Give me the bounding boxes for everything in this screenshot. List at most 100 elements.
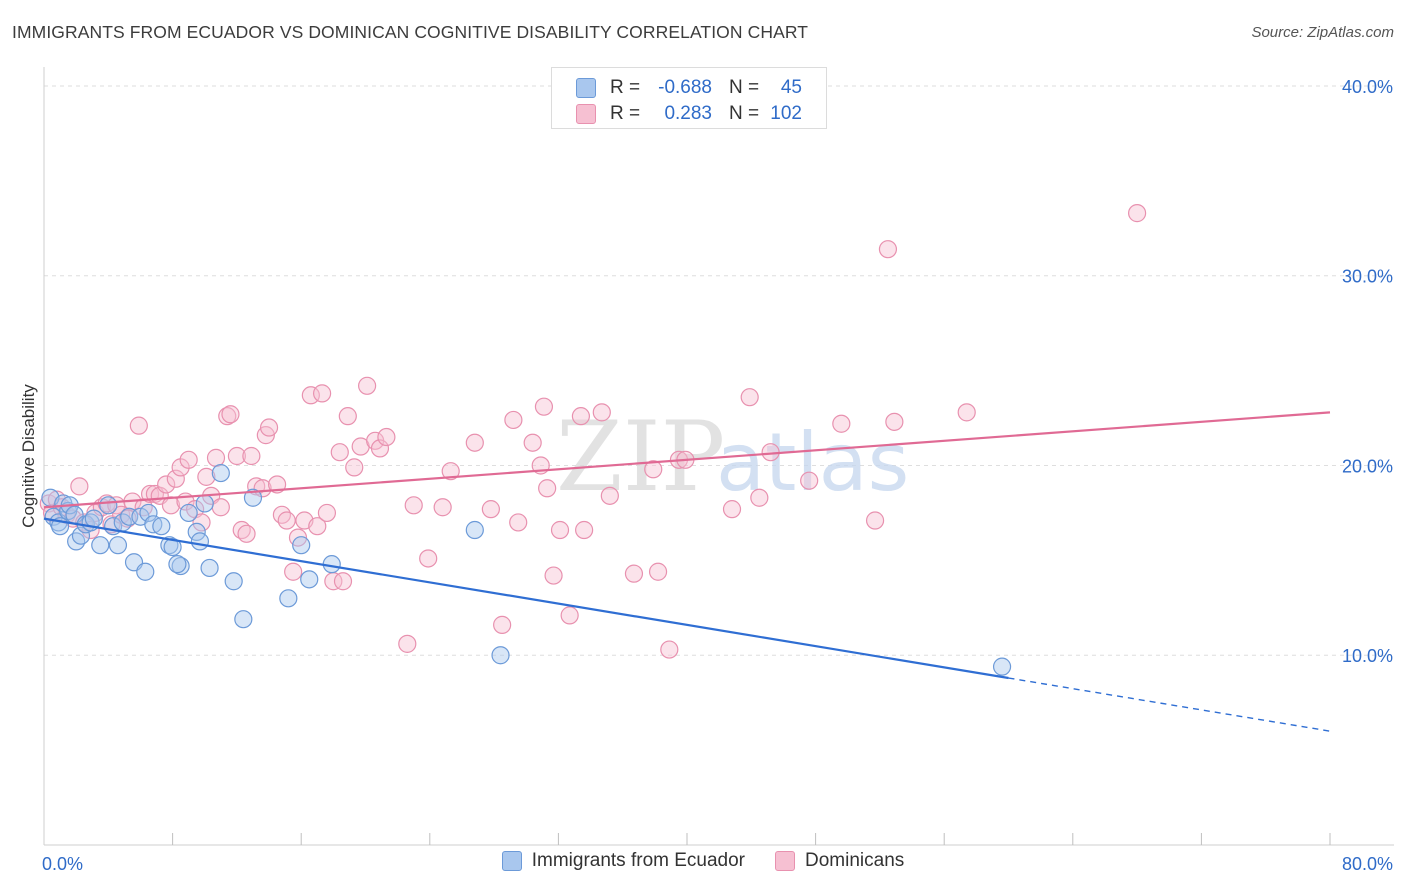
dominicans-point xyxy=(312,384,332,403)
ecuador-point xyxy=(179,503,198,523)
dominicans-point xyxy=(272,505,292,524)
ecuador-point xyxy=(992,657,1012,676)
dominicans-point xyxy=(358,376,377,395)
ecuador-point xyxy=(243,488,263,507)
stats-n-value: 45 xyxy=(780,77,802,98)
dominicans-point xyxy=(433,498,452,517)
ecuador-point xyxy=(84,509,103,528)
dominicans-point xyxy=(465,433,484,452)
ecuador-point xyxy=(71,526,91,545)
dominicans-point xyxy=(277,511,296,530)
legend-label-dominicans: Dominicans xyxy=(805,850,905,871)
ecuador-point xyxy=(136,562,155,581)
watermark: ZIP atlas xyxy=(556,401,909,513)
dominicans-point xyxy=(129,416,148,435)
y-tick-label-10: 10.0% xyxy=(1342,646,1393,666)
dominicans-point xyxy=(624,564,644,583)
dominicans-point xyxy=(206,448,226,467)
dominicans-point xyxy=(259,418,279,437)
dominicans-point xyxy=(571,407,591,426)
dominicans-trend-solid xyxy=(43,411,1331,509)
dominicans-point xyxy=(534,397,554,416)
stats-n-label: N = xyxy=(729,77,760,98)
dominicans-point xyxy=(370,439,390,458)
dominicans-point xyxy=(538,479,557,498)
x-tick-label-0: 0.0% xyxy=(42,854,83,874)
dominicans-point xyxy=(284,562,303,581)
dominicans-point xyxy=(957,403,976,422)
dominicans-point xyxy=(308,517,327,536)
source-label: Source: ZipAtlas.com xyxy=(1251,24,1394,41)
legend-item-dominicans[interactable]: Dominicans xyxy=(775,850,904,872)
dominicans-point xyxy=(481,500,500,519)
dominicans-point xyxy=(345,458,364,477)
y-axis-label: Cognitive Disability xyxy=(19,384,38,528)
dominicans-point xyxy=(157,475,176,494)
dominicans-point xyxy=(504,410,523,430)
dominicans-point xyxy=(218,407,237,426)
axes xyxy=(43,67,1394,846)
legend-item-ecuador[interactable]: Immigrants from Ecuador xyxy=(501,850,745,872)
dominicans-point xyxy=(179,450,198,469)
ecuador-point xyxy=(168,555,187,574)
y-tick-label-30: 30.0% xyxy=(1342,267,1393,287)
ecuador-point xyxy=(491,646,510,665)
legend-swatch-dominicans xyxy=(775,851,796,871)
dominicans-point xyxy=(600,486,619,505)
ecuador-point xyxy=(211,463,230,483)
dominicans-point xyxy=(865,511,885,530)
dominicans-point xyxy=(441,462,460,481)
dominicans-point xyxy=(750,488,769,507)
ecuador-point xyxy=(279,589,298,608)
dominicans-point xyxy=(509,513,528,532)
ecuador-point xyxy=(195,494,214,513)
dominicans-point xyxy=(648,562,668,581)
dominicans-point xyxy=(404,496,423,515)
watermark-zip: ZIP xyxy=(556,401,725,513)
dominicans-point xyxy=(832,414,851,433)
dominicans-point xyxy=(575,520,594,540)
y-tick-label-20: 20.0% xyxy=(1342,456,1393,476)
dominicans-point xyxy=(197,467,216,486)
dominicans-point xyxy=(237,524,256,543)
dominicans-point xyxy=(878,240,898,259)
stats-swatch-dominicans xyxy=(576,104,596,124)
ecuador-point xyxy=(465,520,484,540)
dominicans-point xyxy=(301,386,320,405)
dominicans-point xyxy=(800,471,819,490)
ecuador-trend-solid xyxy=(43,517,1009,680)
y-tick-label-40: 40.0% xyxy=(1342,77,1393,97)
dominicans-point xyxy=(523,433,542,452)
ecuador-point xyxy=(108,536,128,555)
stats-row-dominicans: R = 0.283 N = 102 xyxy=(552,101,826,127)
stats-r-label: R = xyxy=(610,103,641,124)
dominicans-point xyxy=(885,412,904,431)
dominicans-point xyxy=(493,615,512,634)
dominicans-points xyxy=(39,204,1147,659)
dominicans-point xyxy=(338,407,357,426)
ecuador-point xyxy=(152,517,171,536)
stats-row-ecuador: R = -0.688 N = 45 xyxy=(552,75,826,101)
x-tick-label-80: 80.0% xyxy=(1342,854,1393,874)
stats-box: R = -0.688 N = 45 R = 0.283 N = 102 xyxy=(551,67,827,129)
ecuador-point xyxy=(99,496,118,515)
dominicans-point xyxy=(660,640,679,659)
dominicans-point xyxy=(242,446,261,466)
ecuador-point xyxy=(171,556,190,576)
dominicans-point xyxy=(722,500,742,519)
legend-swatch-ecuador xyxy=(501,851,522,871)
dominicans-point xyxy=(192,513,211,532)
stats-r-label: R = xyxy=(610,77,641,98)
watermark-atlas: atlas xyxy=(716,416,909,509)
dominicans-point xyxy=(211,498,230,517)
dominicans-point xyxy=(550,520,570,540)
ecuador-point xyxy=(224,572,243,591)
ecuador-point xyxy=(163,537,182,557)
stats-r-value: -0.688 xyxy=(658,77,712,98)
dominicans-point xyxy=(377,427,396,447)
stats-n-label: N = xyxy=(729,103,760,124)
dominicans-point xyxy=(592,403,611,422)
ecuador-point xyxy=(187,522,206,542)
ecuador-point xyxy=(67,532,86,551)
